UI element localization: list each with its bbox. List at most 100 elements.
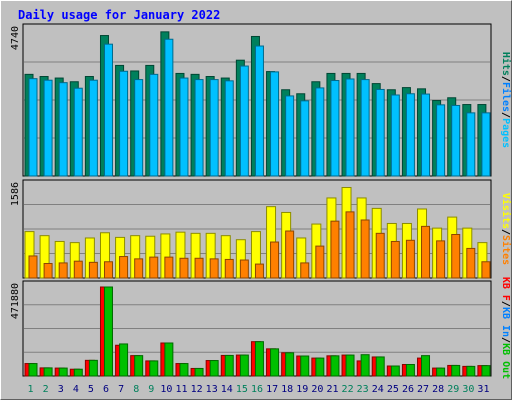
bar-files-21 xyxy=(330,80,340,177)
day-label-28: 28 xyxy=(432,384,444,395)
legend-hits-files-pages: Hits/Files/Pages xyxy=(500,52,512,148)
bar-kbout-4 xyxy=(73,368,83,377)
bar-sites-28 xyxy=(436,240,446,279)
day-label-29: 29 xyxy=(447,384,459,395)
bar-kbout-30 xyxy=(466,365,476,377)
bar-kbout-27 xyxy=(421,355,431,377)
legend-item-kbf-kbin-kbout-4: KB Out xyxy=(500,343,511,379)
legend-visits-sites: Visits/Sites xyxy=(500,193,512,265)
day-label-11: 11 xyxy=(175,384,187,395)
day-label-16: 16 xyxy=(251,384,263,395)
bar-files-11 xyxy=(179,77,189,177)
bar-kbout-31 xyxy=(481,365,491,377)
bar-files-16 xyxy=(254,45,264,177)
bar-kbout-11 xyxy=(179,363,189,377)
bar-files-28 xyxy=(436,104,446,177)
bar-sites-23 xyxy=(360,219,370,279)
legend-item-hits-files-pages-4: Pages xyxy=(500,118,511,148)
day-label-25: 25 xyxy=(387,384,399,395)
bar-sites-27 xyxy=(421,225,431,279)
bar-kbout-20 xyxy=(315,357,325,377)
day-label-27: 27 xyxy=(417,384,429,395)
bar-kbout-2 xyxy=(43,367,53,377)
bar-sites-25 xyxy=(390,240,400,279)
legend-item-visits-sites-1: / xyxy=(500,229,511,235)
bar-kbout-25 xyxy=(390,365,400,377)
day-label-19: 19 xyxy=(296,384,308,395)
bar-kbout-24 xyxy=(375,356,385,377)
bar-sites-10 xyxy=(164,256,174,279)
bar-files-20 xyxy=(315,87,325,177)
day-label-20: 20 xyxy=(311,384,323,395)
legend-item-hits-files-pages-1: / xyxy=(500,76,511,82)
bar-kbout-13 xyxy=(209,360,219,377)
bar-sites-7 xyxy=(119,256,129,279)
day-label-6: 6 xyxy=(103,384,109,395)
bar-files-2 xyxy=(43,79,53,177)
bar-kbout-15 xyxy=(239,354,249,377)
bar-files-5 xyxy=(88,79,98,177)
bar-files-29 xyxy=(451,104,461,177)
bar-sites-17 xyxy=(270,241,280,279)
legend-item-hits-files-pages-2: Files xyxy=(500,82,512,112)
bar-sites-13 xyxy=(209,258,219,279)
day-label-26: 26 xyxy=(402,384,414,395)
bar-sites-16 xyxy=(254,263,264,279)
bar-kbout-9 xyxy=(149,360,159,377)
bar-files-23 xyxy=(360,79,370,177)
bar-sites-19 xyxy=(300,262,310,279)
bar-kbout-7 xyxy=(119,343,129,377)
bar-sites-2 xyxy=(43,262,53,279)
bar-files-13 xyxy=(209,79,219,177)
ymax-label-kbf-kbin-kbout: 471880 xyxy=(10,283,21,319)
chart-title: Daily usage for January 2022 xyxy=(18,8,221,22)
bar-files-6 xyxy=(103,43,113,177)
bar-kbout-10 xyxy=(164,342,174,377)
legend-item-visits-sites-0: Visits xyxy=(500,193,512,229)
day-label-4: 4 xyxy=(73,384,79,395)
bar-kbout-16 xyxy=(254,341,264,377)
bar-sites-15 xyxy=(239,259,249,279)
bar-sites-30 xyxy=(466,247,476,279)
bar-sites-3 xyxy=(58,262,68,279)
ymax-label-hits-files-pages: 4740 xyxy=(10,26,21,50)
bar-sites-24 xyxy=(375,232,385,279)
day-label-22: 22 xyxy=(342,384,354,395)
bar-files-27 xyxy=(421,93,431,177)
bar-files-22 xyxy=(345,78,355,177)
bar-files-18 xyxy=(285,95,295,177)
bar-sites-6 xyxy=(103,261,113,279)
day-label-5: 5 xyxy=(88,384,94,395)
bar-kbout-26 xyxy=(405,363,415,377)
day-label-12: 12 xyxy=(191,384,203,395)
bar-files-17 xyxy=(270,71,280,177)
bar-files-7 xyxy=(119,70,129,177)
day-label-7: 7 xyxy=(118,384,124,395)
day-label-23: 23 xyxy=(357,384,369,395)
bar-kbout-19 xyxy=(300,355,310,377)
bar-kbout-14 xyxy=(224,354,234,377)
bar-files-31 xyxy=(481,112,491,177)
bar-kbout-18 xyxy=(285,352,295,377)
bar-files-30 xyxy=(466,112,476,177)
legend-item-kbf-kbin-kbout-2: KB In xyxy=(500,307,511,337)
day-label-13: 13 xyxy=(206,384,218,395)
bar-sites-9 xyxy=(149,256,159,279)
bar-kbout-12 xyxy=(194,367,204,377)
bar-kbout-6 xyxy=(103,286,113,377)
day-label-15: 15 xyxy=(236,384,248,395)
day-label-9: 9 xyxy=(148,384,154,395)
bar-files-25 xyxy=(390,94,400,177)
day-label-1: 1 xyxy=(28,384,34,395)
bar-kbout-22 xyxy=(345,354,355,377)
day-label-14: 14 xyxy=(221,384,233,395)
bar-sites-1 xyxy=(28,255,38,279)
bar-sites-21 xyxy=(330,220,340,279)
day-label-17: 17 xyxy=(266,384,278,395)
bar-sites-29 xyxy=(451,233,461,279)
bar-sites-26 xyxy=(405,239,415,279)
bar-kbout-21 xyxy=(330,355,340,377)
bar-files-24 xyxy=(375,88,385,177)
bar-files-3 xyxy=(58,82,68,177)
